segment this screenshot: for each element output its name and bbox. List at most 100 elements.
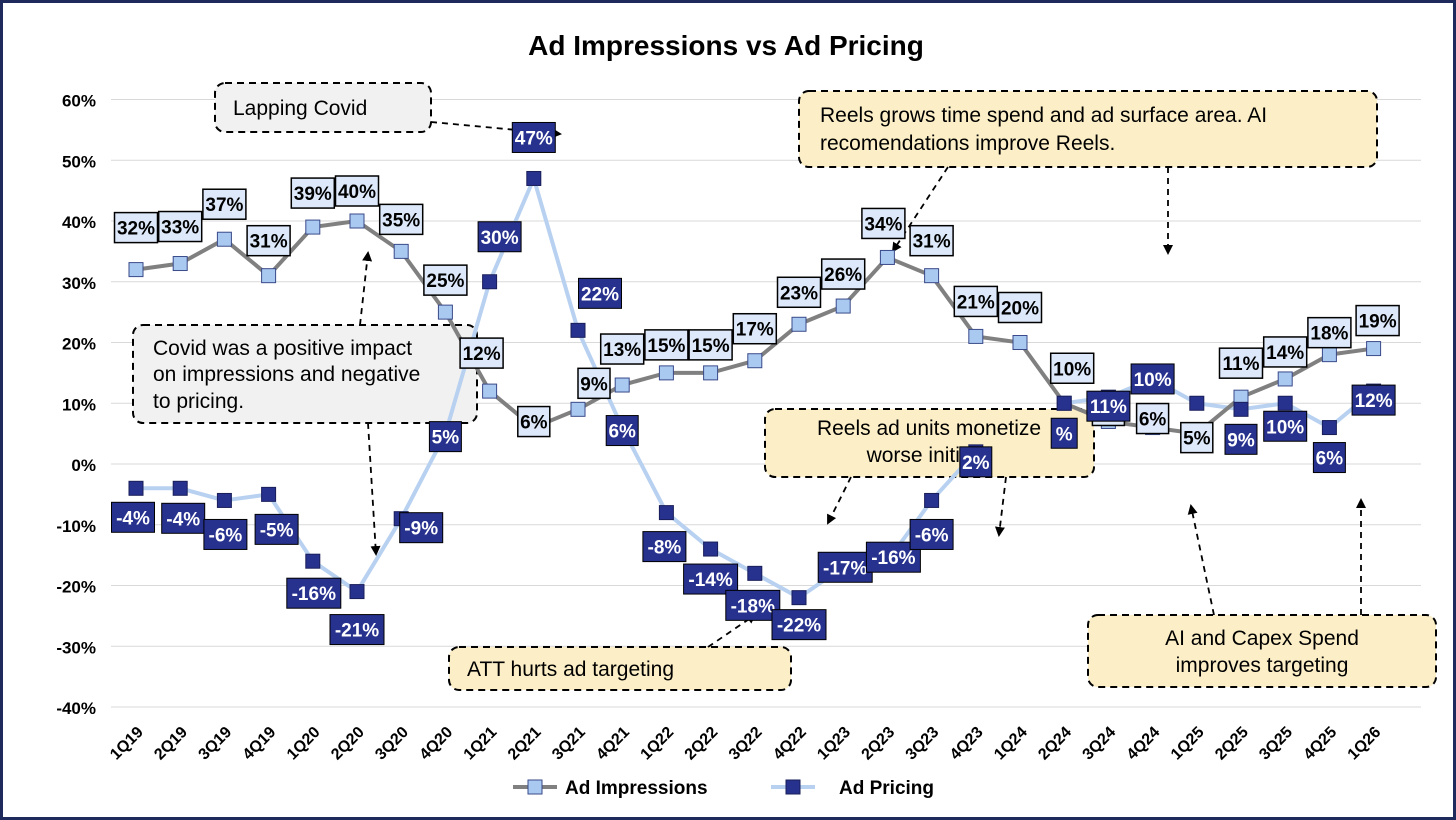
data-label-box	[953, 285, 999, 318]
impressions-data-label: 13%	[599, 333, 645, 365]
data-label-box	[161, 502, 206, 534]
pricing-data-label: 6%	[605, 415, 639, 447]
impressions-data-label: 11%	[1218, 347, 1264, 379]
data-label-box	[1312, 442, 1346, 474]
data-label-text: 33%	[161, 218, 199, 239]
pricing-marker	[703, 541, 719, 557]
data-label-text: -4%	[116, 508, 150, 529]
x-tick-label: 4Q21	[593, 724, 633, 764]
data-label-box	[290, 177, 336, 209]
impressions-marker	[1366, 341, 1382, 357]
x-tick-label: 2Q20	[328, 724, 368, 764]
chart-title: Ad Impressions vs Ad Pricing	[528, 30, 924, 61]
data-label-text: 6%	[1316, 449, 1344, 470]
data-label-text: -16%	[292, 584, 336, 605]
data-label-box	[599, 333, 645, 365]
impressions-data-label: 35%	[378, 203, 424, 236]
impressions-marker	[216, 231, 232, 247]
impressions-marker	[482, 383, 498, 399]
x-tick-label: 1Q20	[284, 724, 324, 764]
data-label-text: -6%	[209, 525, 243, 546]
x-tick-label: 3Q22	[726, 724, 766, 764]
impressions-data-label: 10%	[1049, 352, 1095, 384]
data-label-text: 10%	[1266, 417, 1304, 438]
data-label-text: 12%	[1355, 391, 1393, 412]
pricing-marker	[349, 584, 365, 600]
impressions-marker	[968, 328, 984, 344]
impressions-data-label: 9%	[577, 367, 611, 400]
data-label-box	[820, 258, 866, 290]
pricing-data-label: %	[1050, 417, 1078, 449]
pricing-marker	[658, 505, 674, 521]
annotation-reels-grows: Reels grows time spend and ad surface ar…	[798, 90, 1378, 168]
impressions-data-label: 6%	[1135, 402, 1170, 435]
impressions-data-label: 15%	[688, 329, 733, 361]
data-label-text: 26%	[824, 265, 862, 286]
legend-item-0: Ad Impressions	[513, 778, 708, 799]
pricing-marker	[1233, 401, 1249, 417]
pricing-marker	[526, 170, 542, 186]
legend-label: Ad Impressions	[565, 778, 708, 799]
y-tick-label: 20%	[62, 335, 96, 354]
y-tick-label: -30%	[56, 638, 96, 657]
pricing-marker	[1056, 395, 1072, 411]
annotation-text: Covid was a positive impact	[153, 337, 412, 360]
x-tick-label: 4Q23	[947, 724, 987, 764]
data-label-box	[683, 563, 739, 595]
annotation-lapping-covid: Lapping Covid	[214, 82, 432, 133]
x-tick-label: 2Q23	[859, 724, 899, 764]
impressions-data-label: 33%	[157, 210, 203, 243]
data-label-box	[644, 329, 689, 361]
pricing-data-label: -4%	[161, 502, 206, 534]
x-tick-label: 1Q25	[1168, 724, 1208, 764]
data-label-text: 37%	[205, 195, 243, 216]
impressions-data-label: 15%	[644, 329, 689, 361]
data-label-text: 15%	[647, 336, 685, 357]
pricing-data-label: 11%	[1086, 390, 1131, 422]
annotation-text: Lapping Covid	[233, 97, 367, 120]
data-label-box	[771, 609, 827, 641]
data-label-text: 18%	[1310, 324, 1348, 345]
pricing-marker	[924, 492, 940, 508]
data-label-box	[329, 614, 385, 646]
pricing-data-label: -18%	[725, 589, 781, 621]
annotation-box	[214, 82, 432, 133]
pricing-data-label: 9%	[1224, 423, 1258, 455]
impressions-data-label: 40%	[334, 175, 380, 207]
data-label-box	[246, 224, 291, 257]
pricing-marker	[172, 480, 188, 496]
x-tick-label: 3Q20	[372, 724, 412, 764]
x-tick-label: 4Q24	[1124, 724, 1164, 764]
annotation-text: Reels ad units monetize	[817, 417, 1041, 440]
data-label-box	[1351, 384, 1396, 416]
pricing-marker	[570, 322, 586, 338]
data-label-text: -5%	[260, 520, 294, 541]
impressions-data-label: 34%	[861, 207, 906, 240]
data-label-text: 9%	[580, 374, 608, 395]
data-label-text: 22%	[581, 284, 619, 305]
annotation-box	[798, 90, 1378, 168]
impressions-data-label: 25%	[423, 264, 468, 296]
pricing-marker	[1277, 395, 1293, 411]
impressions-data-label: 37%	[202, 188, 247, 220]
impressions-marker	[747, 353, 763, 369]
data-label-box	[1049, 352, 1095, 384]
data-label-box	[1180, 421, 1214, 454]
data-label-text: -6%	[915, 525, 949, 546]
impressions-data-label: 21%	[953, 285, 999, 318]
data-label-text: 23%	[780, 283, 818, 304]
data-label-box	[477, 221, 522, 253]
pricing-data-label: -8%	[642, 531, 687, 563]
pricing-data-label: -14%	[683, 563, 739, 595]
annotation-text: to pricing.	[153, 390, 244, 413]
annotation-arrow	[1187, 504, 1215, 616]
x-tick-label: 1Q21	[461, 724, 501, 764]
x-tick-label: 2Q24	[1035, 724, 1075, 764]
annotation-box	[132, 324, 478, 424]
data-label-text: 21%	[957, 292, 995, 313]
pricing-data-label: -6%	[909, 518, 954, 550]
pricing-data-label: -16%	[286, 577, 342, 609]
impressions-marker	[791, 316, 807, 332]
data-label-text: 17%	[736, 320, 774, 341]
x-tick-label: 3Q21	[549, 724, 589, 764]
